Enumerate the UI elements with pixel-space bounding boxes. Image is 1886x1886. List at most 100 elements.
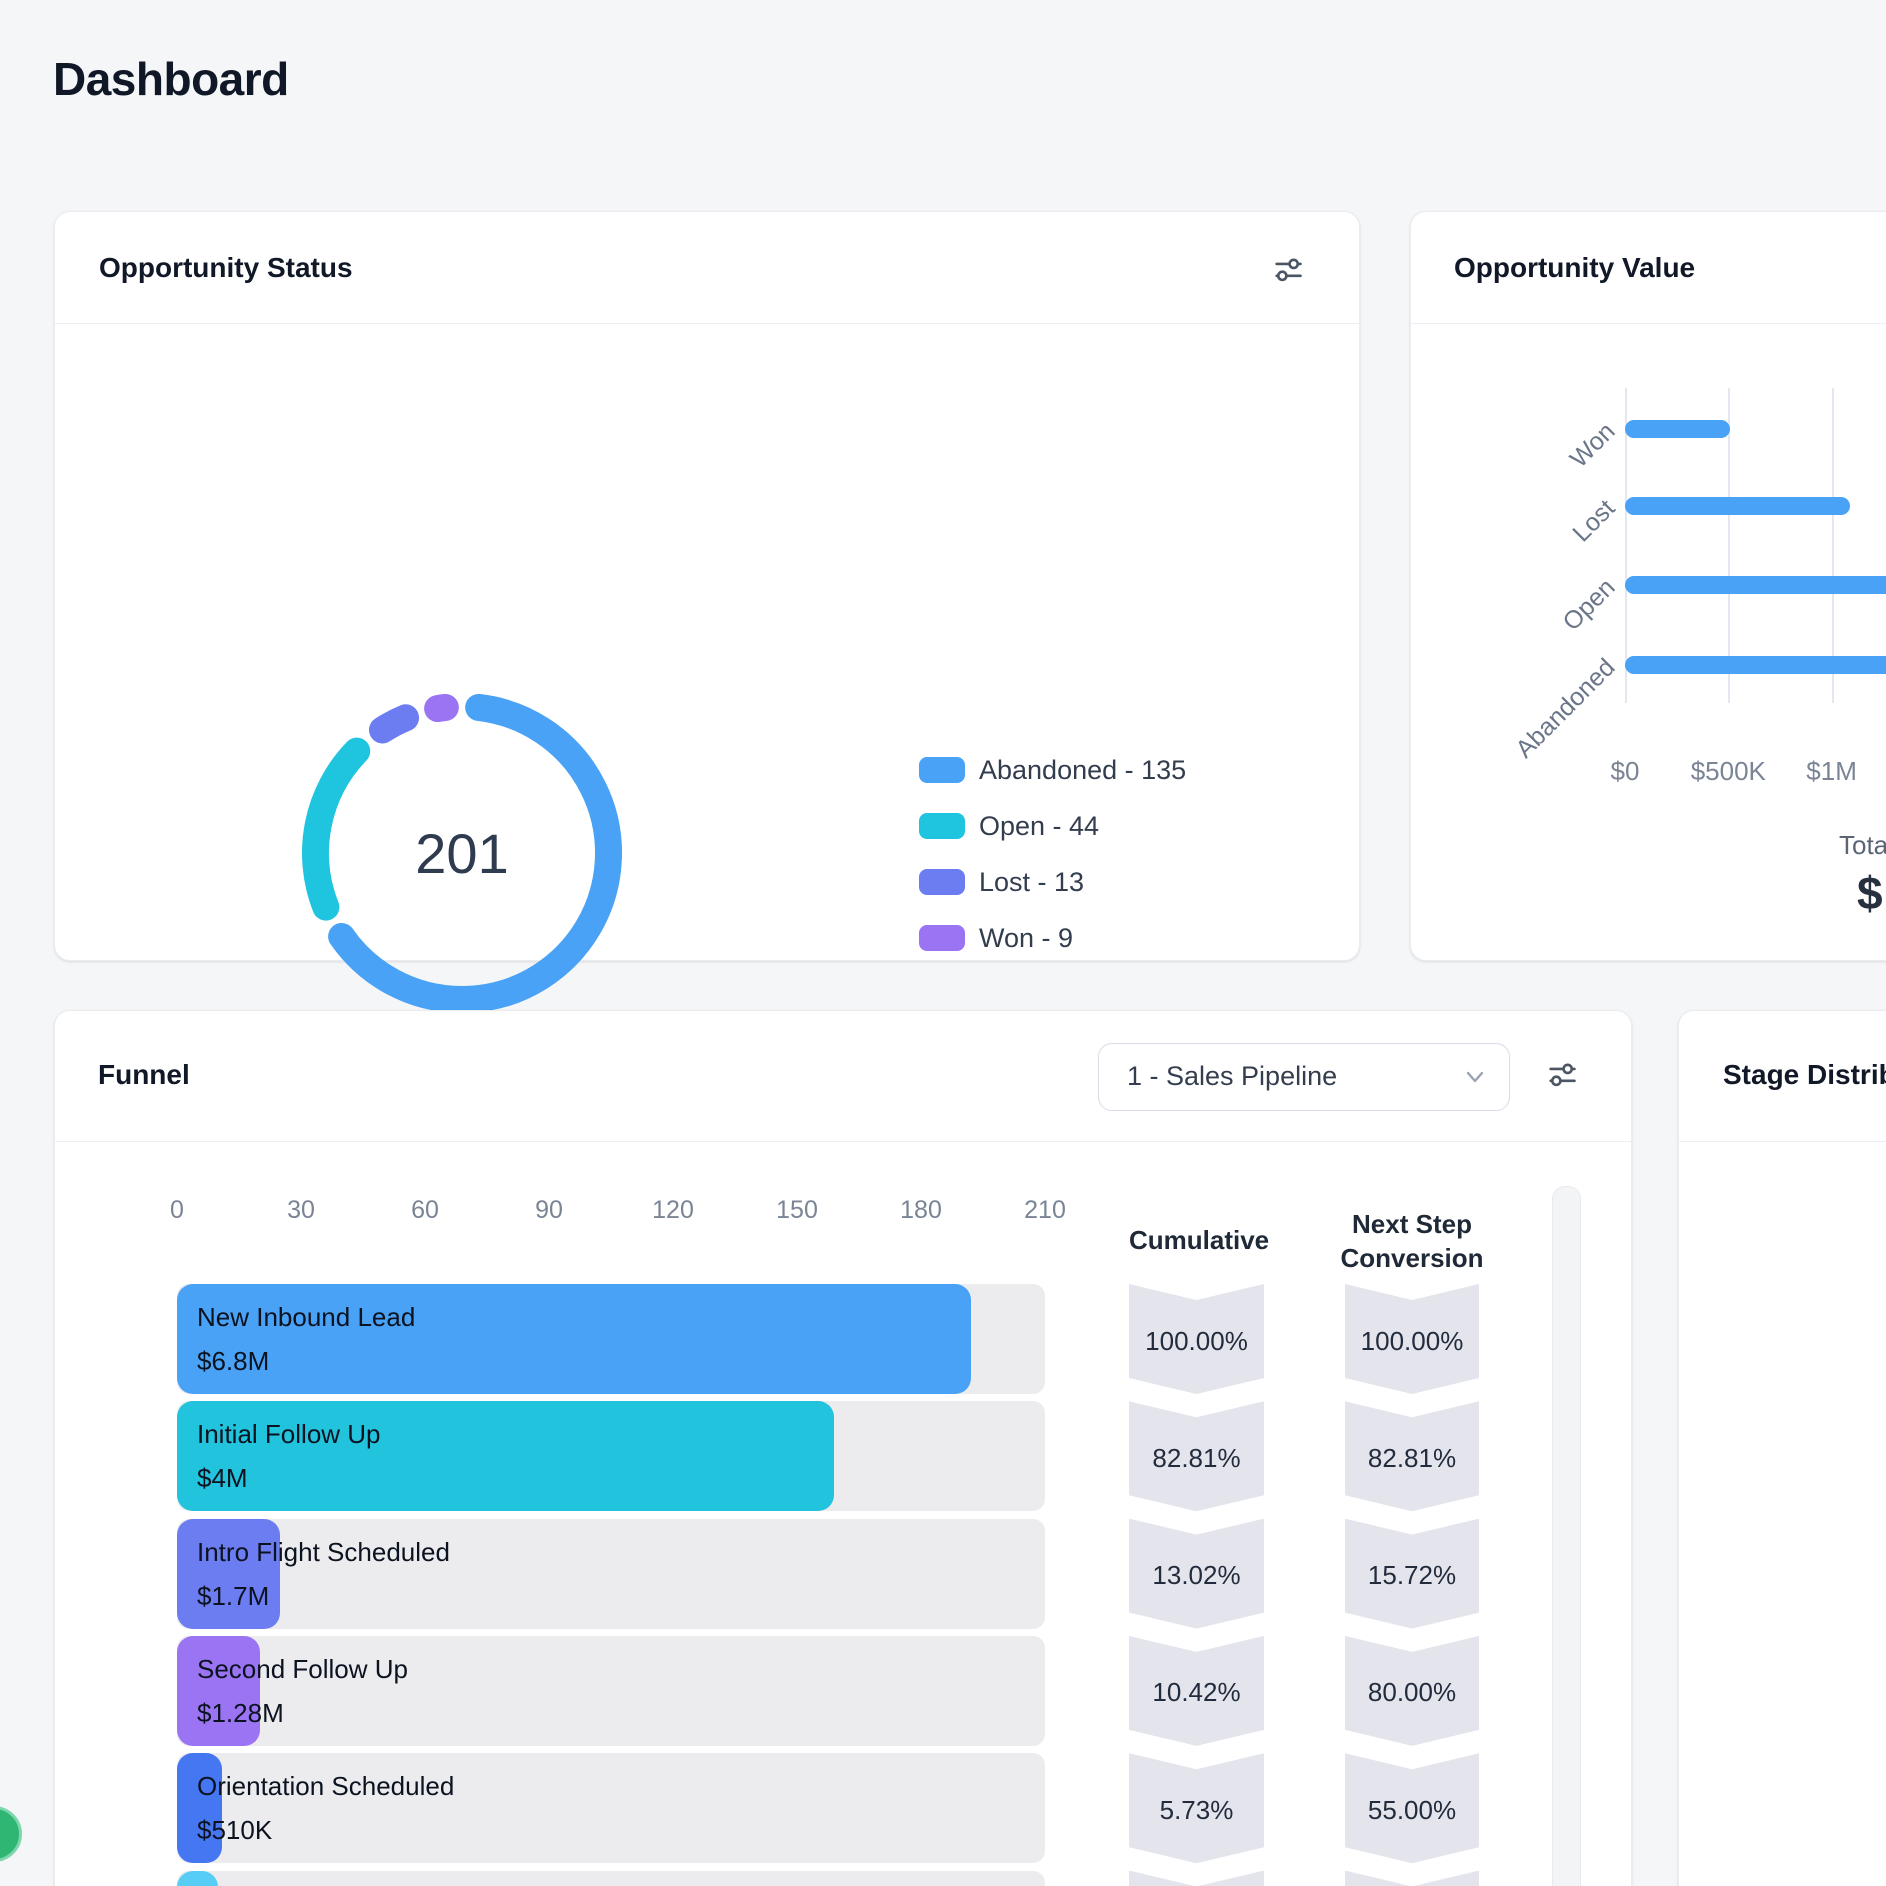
funnel-track <box>177 1870 1045 1886</box>
legend-swatch <box>919 869 965 895</box>
legend-swatch <box>919 813 965 839</box>
donut-segment-open[interactable] <box>302 737 371 921</box>
cumulative-cell <box>1129 1871 1264 1886</box>
x-tick-label: $1M <box>1806 756 1857 786</box>
funnel-x-tick: 180 <box>900 1196 942 1224</box>
funnel-x-tick: 60 <box>411 1196 439 1224</box>
donut-segment-abandoned[interactable] <box>328 693 622 1013</box>
funnel-x-tick: 210 <box>1024 1196 1066 1224</box>
funnel-stage-name: New Inbound Lead <box>197 1302 416 1332</box>
total-value: $ <box>1857 867 1883 919</box>
cumulative-value: 10.42% <box>1152 1677 1241 1708</box>
legend-item-lost[interactable]: Lost - 13 <box>919 854 1186 910</box>
x-tick-label: $0 <box>1610 756 1640 786</box>
funnel-stage-value: $1.7M <box>197 1580 270 1611</box>
funnel-stage-name: Second Follow Up <box>197 1653 408 1684</box>
donut-legend: Abandoned - 135 Open - 44 Lost - 13 Won - 9 <box>919 742 1186 966</box>
divider <box>55 1141 1631 1142</box>
opportunity-value-bar-chart: $0 $500K $1M Won Lost Open Abandoned <box>1411 212 1886 960</box>
next-step-conversion-cell: 15.72% <box>1345 1519 1479 1629</box>
funnel-bar-second-follow-up[interactable] <box>177 1635 260 1746</box>
next-step-conversion-cell: 82.81% <box>1345 1401 1479 1511</box>
opportunity-value-title: Opportunity Value <box>1454 252 1696 283</box>
legend-item-won[interactable]: Won - 9 <box>919 910 1186 966</box>
funnel-stage-value: $1.28M <box>197 1697 284 1728</box>
funnel-track <box>177 1518 1045 1629</box>
x-tick-label: $500K <box>1690 756 1766 786</box>
cumulative-value: 100.00% <box>1145 1325 1248 1356</box>
funnel-scrollbar[interactable] <box>1552 1186 1581 1886</box>
value-bar-won[interactable] <box>1625 420 1731 438</box>
donut-total: 201 <box>415 821 509 885</box>
value-bar-open[interactable] <box>1625 576 1886 594</box>
funnel-x-tick: 30 <box>287 1196 315 1224</box>
funnel-x-tick: 0 <box>170 1196 184 1224</box>
funnel-stage-value: $4M <box>197 1463 248 1494</box>
cumulative-cell: 82.81% <box>1129 1401 1264 1511</box>
value-bar-abandoned[interactable] <box>1625 656 1886 674</box>
donut-segment-won[interactable] <box>424 693 459 723</box>
next-step-conversion-value: 80.00% <box>1367 1677 1457 1708</box>
funnel-x-tick: 120 <box>652 1196 694 1224</box>
funnel-bar-new-inbound-lead[interactable] <box>177 1284 971 1394</box>
chevron-down-icon <box>1466 1071 1484 1083</box>
funnel-card: Funnel 1 - Sales Pipeline Cumulative Nex… <box>54 1010 1632 1886</box>
stage-distribution-title: Stage Distribution <box>1723 1059 1886 1090</box>
divider <box>55 323 1359 324</box>
cumulative-cell: 10.42% <box>1129 1636 1264 1746</box>
legend-item-open[interactable]: Open - 44 <box>919 798 1186 854</box>
next-step-conversion-cell: 100.00% <box>1345 1284 1479 1394</box>
next-step-conversion-value: 100.00% <box>1360 1325 1464 1356</box>
gridline <box>1728 388 1731 703</box>
next-step-conversion-value: 55.00% <box>1367 1794 1457 1825</box>
pipeline-select[interactable]: 1 - Sales Pipeline <box>1098 1043 1510 1111</box>
sliders-icon[interactable] <box>1545 1057 1579 1091</box>
gridline <box>1831 388 1834 703</box>
cumulative-column-header: Cumulative <box>1129 1225 1270 1255</box>
funnel-title: Funnel <box>98 1059 190 1090</box>
legend-label: Lost - 13 <box>979 866 1085 897</box>
next-step-conversion-value: 82.81% <box>1367 1442 1457 1473</box>
funnel-track <box>177 1753 1045 1864</box>
opportunity-status-card: Opportunity Status 201 Abandoned - 135 Op… <box>54 211 1360 1013</box>
sliders-icon[interactable] <box>1271 252 1305 286</box>
legend-label: Open - 44 <box>979 810 1100 841</box>
legend-label: Won - 9 <box>979 922 1074 953</box>
funnel-bar-stage-6[interactable] <box>177 1870 219 1886</box>
next-step-conversion-cell: 55.00% <box>1345 1753 1479 1863</box>
funnel-stage-name: Intro Flight Scheduled <box>197 1536 450 1567</box>
funnel-bar-initial-follow-up[interactable] <box>177 1401 835 1512</box>
gridline <box>1625 388 1627 703</box>
legend-swatch <box>919 757 965 783</box>
value-bar-lost[interactable] <box>1625 497 1851 515</box>
total-label: Total <box>1839 830 1886 860</box>
funnel-bar-orientation-scheduled[interactable] <box>177 1753 223 1864</box>
legend-item-abandoned[interactable]: Abandoned - 135 <box>919 742 1186 798</box>
stage-distribution-card: Stage Distribution <box>1678 1010 1886 1886</box>
funnel-stage-name: Initial Follow Up <box>197 1419 381 1450</box>
cumulative-value: 82.81% <box>1152 1442 1241 1473</box>
funnel-track <box>177 1635 1045 1746</box>
legend-swatch <box>919 925 965 951</box>
funnel-stage-value: $510K <box>197 1815 273 1846</box>
pipeline-select-value: 1 - Sales Pipeline <box>1127 1061 1338 1091</box>
funnel-chart: 0 30 60 90 120 150 180 210 New Inbound Lead $6.8M… <box>55 1011 1631 1886</box>
cumulative-cell: 5.73% <box>1129 1753 1264 1863</box>
next-step-conversion-column-header: Next Step Conversion <box>1340 1209 1484 1273</box>
divider <box>1679 1141 1886 1142</box>
cumulative-value: 5.73% <box>1159 1794 1234 1825</box>
cumulative-cell: 13.02% <box>1129 1519 1264 1629</box>
funnel-bar-intro-flight-scheduled[interactable] <box>177 1518 281 1629</box>
funnel-stage-value: $6.8M <box>197 1346 270 1376</box>
chat-bubble-button[interactable] <box>0 1806 22 1862</box>
funnel-x-tick: 90 <box>535 1196 563 1224</box>
page-title: Dashboard <box>53 53 289 105</box>
next-step-conversion-cell <box>1345 1871 1479 1886</box>
donut-segment-lost[interactable] <box>368 704 420 744</box>
next-step-conversion-cell: 80.00% <box>1345 1636 1479 1746</box>
opportunity-value-card: Opportunity Value $0 $500K $1M Won Lost Open A… <box>1410 211 1886 961</box>
opportunity-status-donut-chart <box>302 693 622 1013</box>
next-step-conversion-value: 15.72% <box>1367 1560 1457 1591</box>
cumulative-value: 13.02% <box>1152 1560 1241 1591</box>
